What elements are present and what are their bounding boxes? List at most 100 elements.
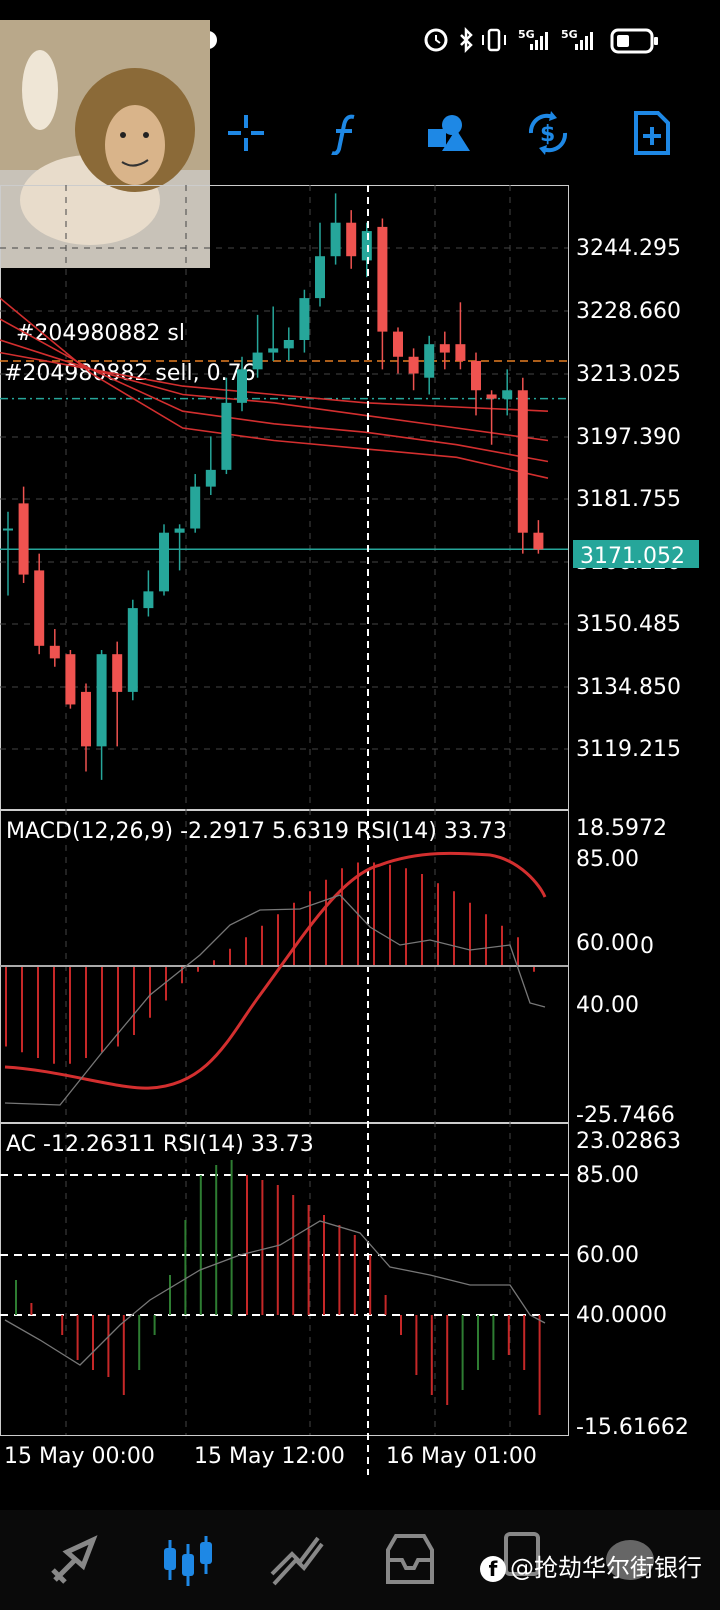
price-label: 3150.485 [576,612,681,637]
signal-2-icon [575,32,593,50]
macd-axis: MACD(12,26,9) -2.2917 5.6319 RSI(14) 33.… [6,816,675,1128]
price-label: 3197.390 [576,425,681,450]
sl-label: #204980882 sl [16,321,185,346]
candle-body [533,532,544,550]
chat-icon [606,1540,654,1580]
news-icon [504,1532,540,1576]
candle-body [439,344,450,353]
candle-body [346,222,357,257]
indicators-button[interactable] [318,105,374,161]
candle-body [174,528,185,533]
quotes-icon [51,1535,98,1584]
candle-body [190,486,201,529]
price-axis: 3244.295 3228.660 3213.025 3197.390 3181… [576,236,681,762]
current-price-tag [573,540,699,568]
candle-body [299,298,310,340]
candle-body [315,256,325,299]
chart-canvas[interactable]: 3244.295 3228.660 3213.025 3197.390 3181… [0,185,720,1490]
chart-area[interactable]: 3244.295 3228.660 3213.025 3197.390 3181… [0,185,720,1490]
objects-button[interactable] [420,105,476,161]
crosshair-button[interactable] [218,105,274,161]
moving-averages [0,297,549,479]
ac-rsi-line [4,1220,546,1366]
time-axis: 15 May 00:00 15 May 12:00 16 May 01:00 [4,1444,537,1469]
alarm-icon [424,28,448,52]
candle-body [205,469,216,487]
svg-text:$: $ [540,122,555,147]
nav-chart[interactable] [158,1530,218,1590]
nav-messages[interactable] [490,1530,550,1590]
ac-axis: AC -12.26311 RSI(14) 33.73 23.02863 85.0… [6,1129,689,1440]
candle-body [486,394,497,399]
ac-85: 85.00 [576,1163,639,1188]
candle-body [127,608,138,692]
ac-panel-frame [0,1123,569,1436]
macd-signal-line [4,894,546,1106]
new-order-button[interactable] [624,105,680,161]
nav-settings[interactable] [600,1530,660,1590]
battery-icon [610,28,658,54]
nav-trade[interactable] [268,1530,328,1590]
ac-title: AC -12.26311 RSI(14) 33.73 [6,1132,314,1157]
macd-bottom: -25.7466 [576,1103,675,1128]
candle-body [112,654,123,692]
main-panel-frame [0,185,569,810]
trade-button[interactable]: $ [520,105,576,161]
macd-rsi-curve [4,851,547,1090]
nav-history[interactable] [380,1530,440,1590]
trade-nav-icon [270,1536,324,1586]
watermark: f @抢劫华尔街银行 [480,1548,702,1583]
candle-body [424,344,435,378]
current-price-value: 3171.052 [580,544,685,569]
candle-body [393,331,403,357]
objects-icon [428,115,470,151]
price-label: 3134.850 [576,675,681,700]
candle-body [65,654,76,705]
candle-body [252,352,263,370]
nav-quotes[interactable] [45,1530,105,1590]
macd-40: 40.00 [576,993,639,1018]
candle-body [221,402,232,470]
candle-body [377,226,388,332]
candle-body [81,691,91,747]
candles [3,193,544,780]
price-label: 3181.755 [576,487,681,512]
candle-body [34,570,45,646]
candle-body [408,356,419,374]
time-label: 16 May 01:00 [386,1444,537,1469]
candle-body [361,231,372,261]
macd-top: 18.5972 [576,816,667,841]
ac-40: 40.0000 [576,1303,667,1328]
candle-body [330,222,341,257]
network-type-1: 5G [518,28,535,41]
floating-thumbnail[interactable] [0,20,210,268]
price-label: 3228.660 [576,299,681,324]
time-label: 15 May 00:00 [4,1444,155,1469]
signal-1-icon [530,32,548,50]
time-label: 15 May 12:00 [194,1444,345,1469]
candle-body [471,360,481,391]
candle-body [96,654,107,747]
moving-average-line [0,339,549,442]
candle-body [18,503,29,575]
chart-nav-icon [164,1536,212,1586]
facebook-icon: f [480,1556,506,1582]
trade-icon: $ [528,111,568,155]
candle-body [502,390,513,399]
ac-bottom: -15.61662 [576,1415,689,1440]
candle-body [283,340,294,349]
network-type-2: 5G [561,28,578,41]
candle-body [268,348,279,353]
ac-histogram [15,1160,541,1415]
indicator-f-icon [331,114,355,155]
candle-body [517,390,528,533]
moving-average-line [0,297,549,479]
thumbnail-image [0,20,210,268]
price-label: 3119.215 [576,737,681,762]
crosshair-icon [228,115,264,151]
macd-zero: 0 [640,934,654,959]
price-label: 3213.025 [576,362,681,387]
candle-body [159,532,169,592]
bluetooth-icon [460,26,473,54]
candle-body [143,591,154,609]
